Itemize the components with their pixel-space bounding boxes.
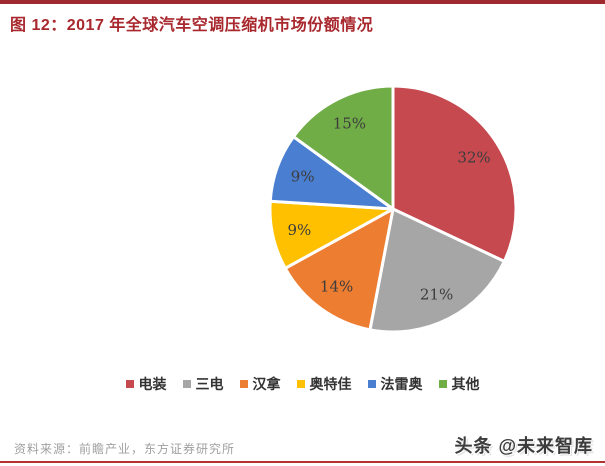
legend-item-5: 其他	[438, 374, 480, 394]
legend-label: 法雷奥	[380, 377, 423, 393]
watermark-text: 头条 @未来智库	[454, 436, 593, 456]
pie-slice-label-2: 14%	[320, 278, 353, 296]
pie-chart-svg: 32% 21% 14% 9% 9% 15%	[268, 84, 518, 334]
legend-label: 汉拿	[252, 377, 281, 393]
pie-slice-label-1: 21%	[420, 286, 453, 304]
legend-label: 其他	[451, 377, 480, 393]
top-rule-line	[0, 0, 605, 4]
legend-marker-icon	[367, 380, 376, 388]
legend-marker-icon	[296, 380, 305, 388]
legend-marker-icon	[125, 380, 134, 388]
pie-slice-2	[283, 207, 395, 332]
pie-slice-label-4: 9%	[291, 168, 315, 186]
chart-legend: 电装 三电 汉拿 奥特佳 法雷奥 其他	[0, 374, 605, 394]
figure-title: 图 12：2017 年全球汽车空调压缩机市场份额情况	[10, 17, 374, 34]
legend-item-1: 三电	[182, 374, 224, 394]
pie-slice-label-3: 9%	[288, 221, 312, 239]
legend-item-4: 法雷奥	[367, 374, 423, 394]
legend-label: 奥特佳	[309, 377, 352, 393]
legend-marker-icon	[239, 380, 248, 388]
legend-label: 电装	[138, 377, 167, 393]
legend-label: 三电	[195, 377, 224, 393]
pie-slice-label-0: 32%	[457, 149, 490, 167]
pie-slice-1	[368, 207, 506, 334]
legend-marker-icon	[438, 380, 447, 388]
pie-slice-label-5: 15%	[333, 115, 366, 133]
pie-slice-0	[391, 84, 518, 263]
legend-item-3: 奥特佳	[296, 374, 352, 394]
legend-item-2: 汉拿	[239, 374, 281, 394]
pie-chart: 32% 21% 14% 9% 9% 15%	[0, 58, 605, 370]
pie-slice-5	[291, 84, 395, 211]
source-note: 资料来源：前瞻产业，东方证券研究所	[14, 442, 236, 456]
bottom-rule-line	[0, 461, 605, 463]
legend-item-0: 电装	[125, 374, 167, 394]
legend-marker-icon	[182, 380, 191, 388]
